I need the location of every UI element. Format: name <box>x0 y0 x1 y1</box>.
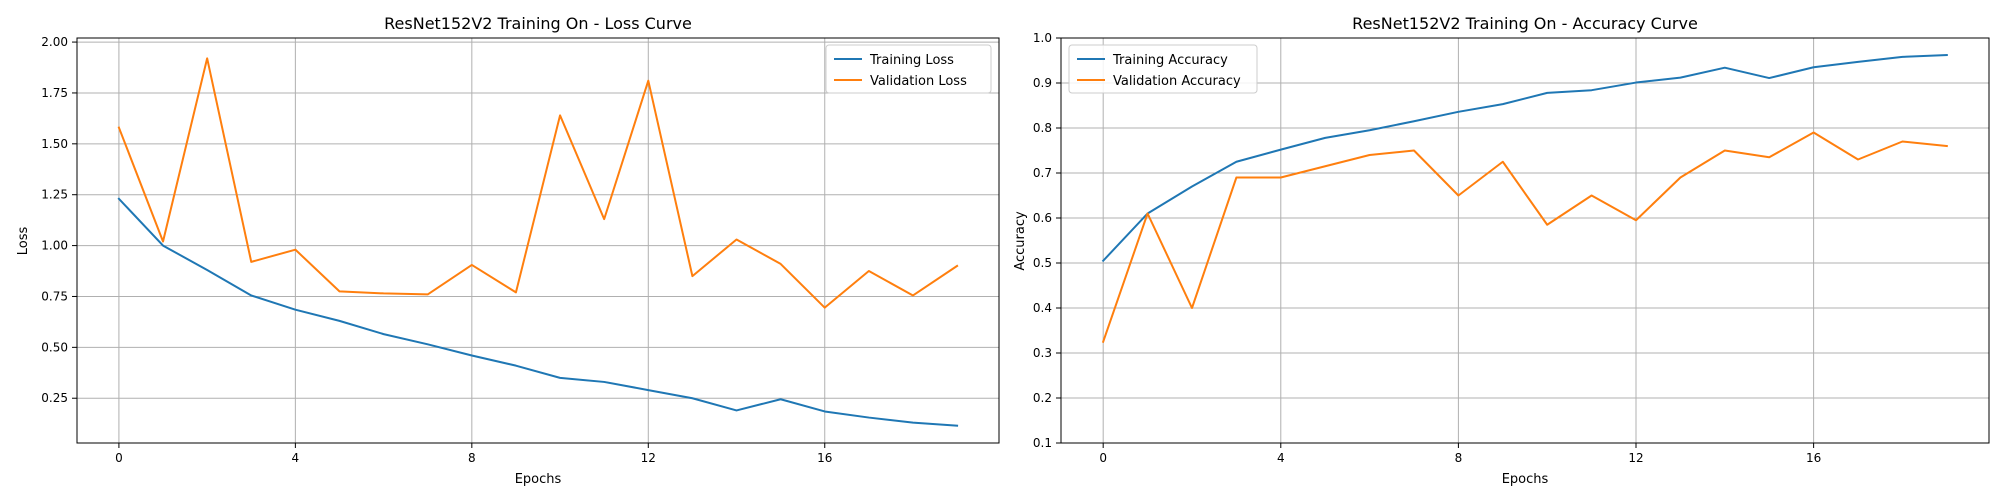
loss-chart-xlabel: Epochs <box>515 472 562 487</box>
accuracy-chart-ylabel: Accuracy <box>1013 211 1028 271</box>
training-accuracy-line <box>1101 54 1948 263</box>
accuracy-ytick-label: 0.3 <box>1033 346 1052 360</box>
loss-grid <box>77 38 999 443</box>
accuracy-xtick-label: 0 <box>1099 451 1107 465</box>
accuracy-ytick-label: 0.8 <box>1033 121 1052 135</box>
training-loss-line <box>117 197 959 427</box>
accuracy-axes-frame <box>1060 37 1990 444</box>
loss-ytick-label: 0.50 <box>41 340 68 354</box>
accuracy-chart: ResNet152V2 Training On - Accuracy Curve… <box>1013 14 1990 487</box>
accuracy-chart-xlabel: Epochs <box>1502 472 1549 487</box>
validation-loss-legend-label: Validation Loss <box>870 74 967 89</box>
training-loss-legend-label: Training Loss <box>869 53 954 68</box>
validation-loss-line <box>117 57 959 309</box>
accuracy-ytick-label: 0.7 <box>1033 166 1052 180</box>
accuracy-ytick-label: 1.0 <box>1033 31 1052 45</box>
loss-xtick-label: 4 <box>292 451 300 465</box>
accuracy-xtick-label: 8 <box>1455 451 1463 465</box>
accuracy-chart-title: ResNet152V2 Training On - Accuracy Curve <box>1352 14 1698 33</box>
loss-xtick-label: 16 <box>817 451 832 465</box>
loss-ytick-label: 2.00 <box>41 35 68 49</box>
loss-ytick-label: 1.75 <box>41 86 68 100</box>
accuracy-ytick-label: 0.6 <box>1033 211 1052 225</box>
validation-accuracy-line <box>1101 131 1948 344</box>
loss-legend: Training Loss Validation Loss <box>825 44 992 94</box>
loss-xtick-label: 12 <box>641 451 656 465</box>
accuracy-ytick-label: 0.5 <box>1033 256 1052 270</box>
accuracy-xtick-label: 16 <box>1806 451 1821 465</box>
training-accuracy-legend-label: Training Accuracy <box>1112 53 1228 68</box>
accuracy-ytick-label: 0.4 <box>1033 301 1052 315</box>
accuracy-ytick-label: 0.9 <box>1033 76 1052 90</box>
loss-ytick-label: 0.25 <box>41 391 68 405</box>
accuracy-xtick-label: 4 <box>1277 451 1285 465</box>
loss-chart-title: ResNet152V2 Training On - Loss Curve <box>384 14 692 33</box>
accuracy-ytick-label: 0.2 <box>1033 391 1052 405</box>
loss-ytick-label: 0.75 <box>41 289 68 303</box>
loss-xtick-label: 0 <box>115 451 123 465</box>
loss-legend-box <box>825 44 992 94</box>
loss-chart-ylabel: Loss <box>16 227 31 256</box>
accuracy-legend: Training Accuracy Validation Accuracy <box>1068 44 1258 94</box>
accuracy-ytick-label: 0.1 <box>1033 436 1052 450</box>
loss-ytick-label: 1.25 <box>41 188 68 202</box>
loss-axes-frame <box>76 37 1000 444</box>
validation-accuracy-legend-label: Validation Accuracy <box>1113 74 1241 89</box>
loss-xtick-label: 8 <box>468 451 476 465</box>
accuracy-legend-box <box>1068 44 1258 94</box>
loss-chart: ResNet152V2 Training On - Loss Curve Epo… <box>16 14 1000 487</box>
loss-ytick-label: 1.00 <box>41 239 68 253</box>
accuracy-xtick-label: 12 <box>1628 451 1643 465</box>
loss-ytick-label: 1.50 <box>41 137 68 151</box>
